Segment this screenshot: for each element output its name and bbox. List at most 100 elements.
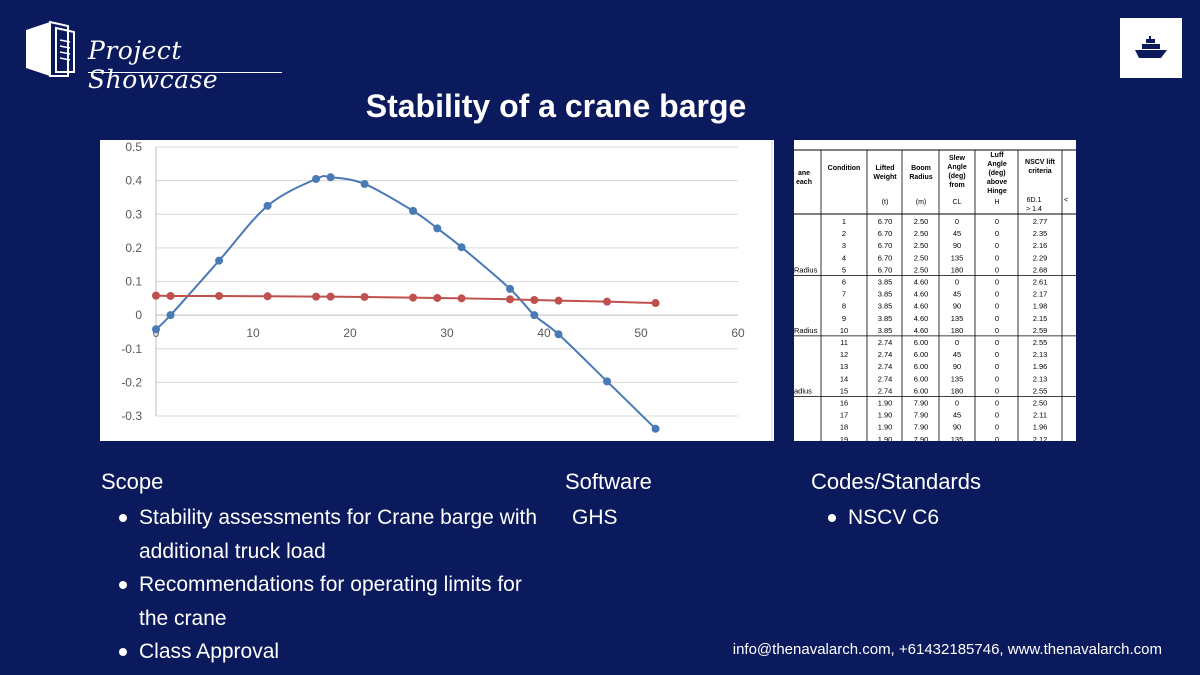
table-cell: 135 <box>951 253 964 262</box>
table-cell: 7.90 <box>914 411 929 420</box>
table-cell: 3 <box>842 241 846 250</box>
table-cell: 45 <box>953 350 961 359</box>
table-cell: 2.13 <box>1033 374 1048 383</box>
table-header: Condition <box>828 165 861 172</box>
series-1-point <box>433 224 442 233</box>
table-cell: 0 <box>995 302 999 311</box>
table-cell: 0 <box>995 362 999 371</box>
table-cell: 2.59 <box>1033 326 1048 335</box>
table-cell: 7 <box>842 290 846 299</box>
scope-item-text: Recommendations for operating limits for… <box>139 573 522 630</box>
x-tick-label: 20 <box>343 326 357 340</box>
series-2-point <box>554 296 563 305</box>
table-cell: 1.90 <box>878 399 893 408</box>
table-cell: 6.70 <box>878 217 893 226</box>
codes-item-text: NSCV C6 <box>848 506 940 529</box>
table-cell: 3.85 <box>878 326 893 335</box>
series-2-point <box>457 294 466 303</box>
bullet-icon <box>828 514 836 522</box>
series-2-point <box>360 292 369 301</box>
table-cell: 6.00 <box>914 374 929 383</box>
series-1-point <box>152 325 160 334</box>
series-2-point <box>603 297 612 306</box>
y-tick-label: -0.3 <box>121 409 142 423</box>
series-1-point <box>457 243 466 252</box>
table-cell: 0 <box>995 314 999 323</box>
table-unit: H <box>994 199 999 206</box>
table-cell: 45 <box>953 290 961 299</box>
series-1-point <box>603 377 612 386</box>
table-cell: 2.74 <box>878 362 893 371</box>
table-cell: 1.96 <box>1033 362 1048 371</box>
table-cell: 12 <box>840 350 848 359</box>
table-cell: 3.85 <box>878 314 893 323</box>
table-cell: 2.55 <box>1033 338 1048 347</box>
table-cell: 4.60 <box>914 278 929 287</box>
table-cell: 2.77 <box>1033 217 1048 226</box>
table-cell: 6.70 <box>878 265 893 274</box>
table-cell: 0 <box>995 411 999 420</box>
table-cell: 180 <box>951 386 964 395</box>
scope-item: Stability assessments for Crane barge wi… <box>117 501 547 568</box>
results-table: ane each Condition Lifted Weight Boom Radius Sl… <box>794 140 1076 441</box>
table-cell: 16 <box>840 399 848 408</box>
table-cell: 2.61 <box>1033 278 1048 287</box>
table-cell: 0 <box>955 278 959 287</box>
table-cell: 4.60 <box>914 302 929 311</box>
table-cell: 0 <box>995 386 999 395</box>
software-value: GHS <box>572 506 618 529</box>
table-cell: 2.50 <box>914 241 929 250</box>
table-cell: 2.74 <box>878 338 893 347</box>
codes-list: NSCV C6 <box>826 501 1126 535</box>
series-1-point <box>409 206 418 215</box>
table-cell: 0 <box>955 399 959 408</box>
y-tick-label: 0.1 <box>125 275 142 289</box>
table-cell: 8 <box>842 302 846 311</box>
scope-item: Recommendations for operating limits for… <box>117 568 547 635</box>
table-header: Lifted Weight <box>873 165 897 181</box>
table-cell: 1.98 <box>1033 302 1048 311</box>
table-cell: 0 <box>995 278 999 287</box>
series-2-point <box>433 293 442 302</box>
x-tick-label: 60 <box>731 326 745 340</box>
x-tick-label: 30 <box>440 326 454 340</box>
chart-svg: 0.50.40.30.20.10-0.1-0.2-0.3010203040506… <box>121 140 773 441</box>
table-cell: 90 <box>953 423 961 432</box>
table-cell: 6.70 <box>878 253 893 262</box>
table-cell: 1 <box>842 217 846 226</box>
table-cell: 6.00 <box>914 338 929 347</box>
table-cell: 17 <box>840 411 848 420</box>
table-cell: 0 <box>995 423 999 432</box>
bullet-icon <box>119 514 127 522</box>
table-cell: 2.35 <box>1033 229 1048 238</box>
logo-underline <box>88 72 282 73</box>
table-cell: 6.00 <box>914 362 929 371</box>
ship-icon <box>1135 36 1167 58</box>
table-cell: 2.50 <box>1033 399 1048 408</box>
scope-item: Class Approval <box>117 635 547 669</box>
table-cell: 6.00 <box>914 386 929 395</box>
table-svg: ane each Condition Lifted Weight Boom Radius Sl… <box>794 149 1076 441</box>
x-tick-label: 10 <box>246 326 260 340</box>
series-1-point <box>554 330 563 339</box>
y-tick-label: -0.2 <box>121 375 142 389</box>
table-cell: 2.15 <box>1033 314 1048 323</box>
series-1-point <box>651 424 660 433</box>
series-2-point <box>152 291 160 300</box>
table-cell: 19 <box>840 435 848 441</box>
series-1-point <box>360 179 369 188</box>
page-title: Stability of a crane barge <box>365 88 747 124</box>
table-cell: 0 <box>995 326 999 335</box>
contact-line: info@thenavalarch.com, +61432185746, www… <box>732 641 1162 658</box>
scope-heading: Scope <box>101 469 164 494</box>
table-cell: 2.13 <box>1033 350 1048 359</box>
scope-item-text: Stability assessments for Crane barge wi… <box>139 506 538 563</box>
group-label: adius <box>794 386 812 395</box>
table-cell: 6.70 <box>878 241 893 250</box>
series-2-point <box>312 292 321 301</box>
table-cell: 6.00 <box>914 350 929 359</box>
logo-text: Project Showcase <box>88 36 219 94</box>
table-cell: 0 <box>995 399 999 408</box>
table-cell: 2.50 <box>914 229 929 238</box>
table-header: Boom Radius <box>909 165 932 181</box>
